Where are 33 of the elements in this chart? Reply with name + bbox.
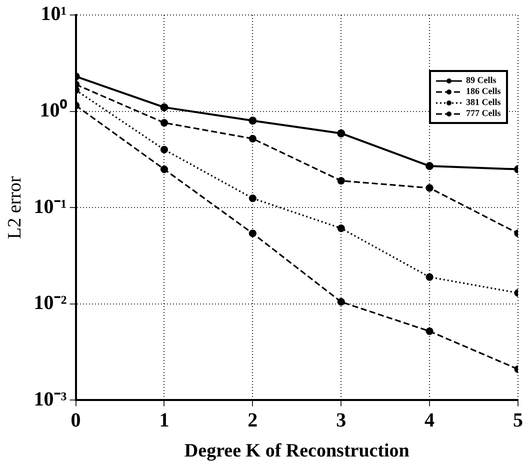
y-tick-label: 10⁻² <box>34 292 67 314</box>
point <box>337 298 345 306</box>
point <box>248 194 256 202</box>
x-tick-label: 2 <box>248 409 258 432</box>
point <box>337 224 345 232</box>
point <box>337 176 345 185</box>
legend-label: 89 Cells <box>466 75 496 86</box>
y-tick-label: 10⁻¹ <box>34 196 67 218</box>
y-tick-label: 10¹ <box>40 3 67 26</box>
point <box>426 162 434 170</box>
x-tick-label: 3 <box>336 409 346 432</box>
point <box>426 273 434 281</box>
point <box>248 230 256 238</box>
point <box>337 129 346 138</box>
point <box>248 116 257 125</box>
point <box>160 165 168 174</box>
y-axis-title: L2 error <box>4 176 26 239</box>
point <box>160 146 168 154</box>
x-tick-label: 0 <box>70 409 81 432</box>
y-tick-label: 10⁰ <box>40 98 67 122</box>
x-axis-title: Degree K of Reconstruction <box>184 440 410 462</box>
point <box>248 134 256 142</box>
point <box>160 103 168 112</box>
legend-label: 777 Cells <box>466 108 501 119</box>
point <box>426 327 434 336</box>
legend-label: 186 Cells <box>466 86 501 97</box>
x-tick-label: 4 <box>424 409 435 432</box>
x-tick-label: 5 <box>513 409 523 432</box>
y-tick-label: 10⁻³ <box>34 388 67 410</box>
point <box>426 184 434 192</box>
legend-label: 381 Cells <box>466 97 501 108</box>
x-tick-label: 1 <box>159 409 170 432</box>
point <box>160 118 168 127</box>
